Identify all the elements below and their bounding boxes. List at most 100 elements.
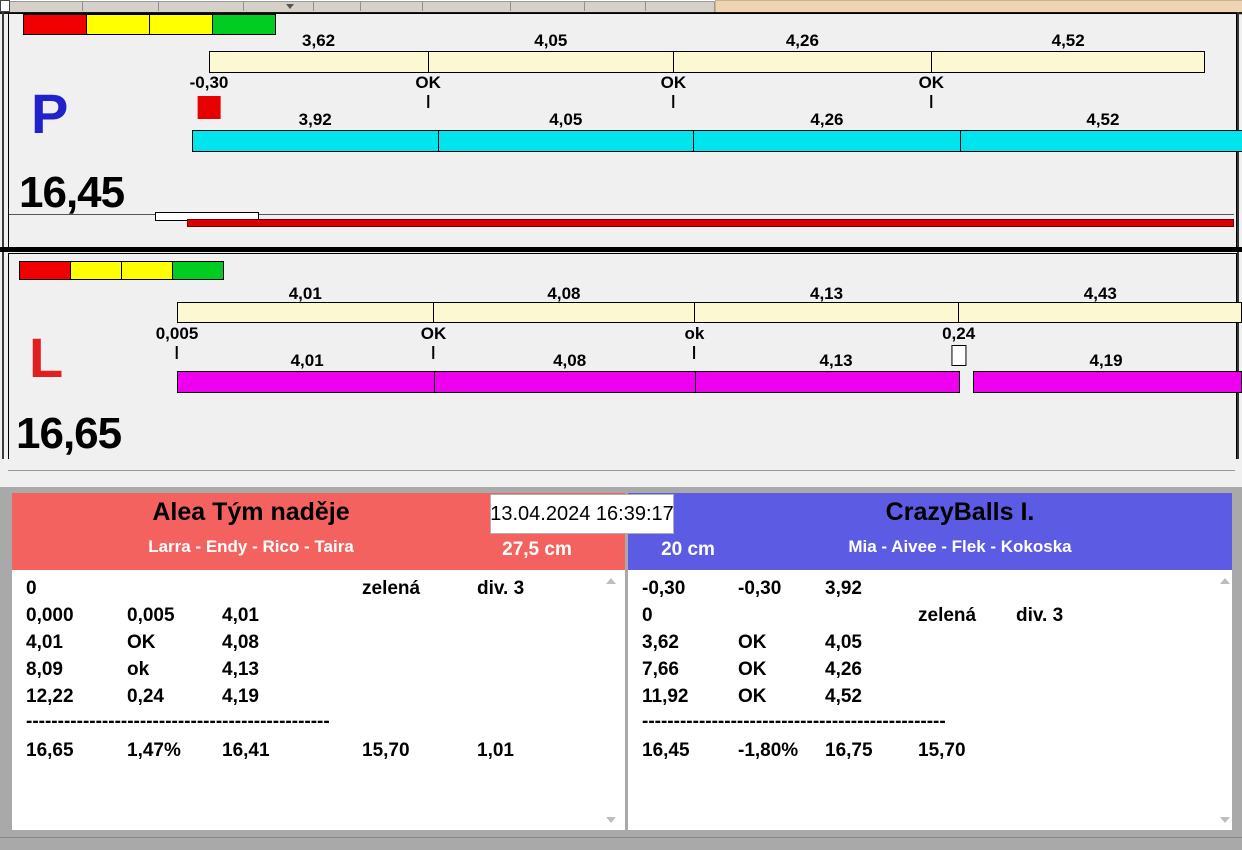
split-marker-text: OK	[918, 73, 945, 92]
result-cell: 3,92	[825, 578, 862, 599]
lane-total-time: 16,65	[16, 409, 122, 458]
split-marker: ok	[684, 324, 705, 359]
result-cell: 4,13	[222, 659, 259, 680]
lower-time-bar	[192, 130, 1242, 152]
time-bar-segment	[957, 302, 1242, 323]
result-cell: 12,22	[26, 686, 74, 707]
status-color-block	[149, 14, 213, 35]
result-cell: 4,19	[222, 686, 259, 707]
window-corner-box	[0, 0, 10, 12]
summary-row: 16,45 -1,80% 16,75 15,70	[628, 738, 1232, 765]
tick-mark	[427, 95, 430, 108]
result-cell: div. 3	[1016, 605, 1064, 626]
upper-bar-labels: 3,62 4,05 4,26 4,52	[209, 31, 1205, 50]
split-marker-text: ok	[684, 324, 705, 343]
result-cell: 4,26	[825, 659, 862, 680]
results-text-left[interactable]: 0 zelená div. 3 0,000 0,005 4,01 4,01 OK 4,08 8,0…	[12, 570, 625, 830]
result-cell: 0,005	[127, 605, 175, 626]
toolbar-divider	[645, 1, 646, 11]
split-marker-row: 0,005 OK ok 0,24	[156, 324, 1242, 370]
segment-time-label: 4,08	[553, 351, 587, 370]
scrollbar-up-icon[interactable]	[1220, 578, 1230, 584]
result-cell: 1,01	[477, 740, 514, 761]
upper-time-bar	[209, 51, 1205, 73]
segment-time-label: 4,01	[288, 284, 322, 303]
result-row: -0,30 -0,30 3,92	[628, 576, 1232, 603]
team-name-left: Alea Tým naděje	[152, 498, 350, 526]
split-marker-text: OK	[660, 73, 687, 92]
result-cell: 16,75	[825, 740, 873, 761]
time-bar-segment	[177, 302, 435, 323]
datetime-box: 13.04.2024 16:39:17	[490, 494, 674, 534]
team-members-right: Mia - Aivee - Flek - Kokoska	[848, 537, 1072, 556]
time-bar-segment	[438, 130, 694, 152]
scoreboard: Alea Tým naděje Larra - Endy - Rico - Ta…	[0, 459, 1242, 850]
tick-mark	[175, 346, 178, 359]
result-cell: -0,30	[642, 578, 686, 599]
window-frame-right	[1237, 12, 1239, 460]
status-color-strip	[19, 261, 224, 280]
result-cell: 1,47%	[127, 740, 181, 761]
time-bar-segment	[694, 302, 959, 323]
time-bar-segment	[428, 51, 675, 73]
split-marker: OK	[421, 324, 446, 359]
result-cell: 16,45	[642, 740, 690, 761]
status-color-block	[212, 14, 276, 35]
white-box-marker-icon	[951, 345, 967, 366]
split-marker-text: 0,005	[155, 324, 199, 343]
divider-dashes: ----------------------------------------…	[26, 711, 330, 732]
toolbar-divider	[82, 1, 83, 11]
tick-mark	[672, 95, 675, 108]
split-marker-text: 0,24	[942, 324, 976, 343]
result-cell: 11,92	[642, 686, 689, 707]
result-cell: OK	[738, 659, 767, 680]
scrollbar-down-icon[interactable]	[1220, 817, 1230, 823]
lower-bar-labels: 3,92 4,05 4,26 4,52	[192, 110, 1242, 129]
status-color-strip	[23, 14, 276, 35]
result-cell: 16,41	[222, 740, 270, 761]
result-row: 4,01 OK 4,08	[12, 630, 625, 657]
status-color-block	[23, 14, 87, 35]
segment-time-label: 4,13	[819, 351, 853, 370]
dropdown-caret-icon[interactable]	[286, 4, 294, 9]
tick-mark	[693, 346, 696, 359]
result-cell: ok	[127, 659, 150, 680]
time-bar-segment	[433, 302, 696, 323]
time-bar-segment	[972, 371, 1242, 393]
results-text-right[interactable]: -0,30 -0,30 3,92 0 zelená div. 3 3,62 OK 4,05 7,6…	[628, 570, 1232, 830]
scrollbar-up-icon[interactable]	[606, 578, 616, 584]
result-cell: 0	[26, 578, 37, 599]
team-name-right: CrazyBalls I.	[885, 498, 1035, 526]
bottom-band-line	[0, 837, 1242, 838]
result-cell: div. 3	[477, 578, 525, 599]
lane-divider-bar	[0, 247, 1242, 252]
team-header-right: CrazyBalls I. Mia - Aivee - Flek - Kokos…	[628, 493, 1232, 570]
segment-time-label: 4,52	[1086, 110, 1120, 129]
segment-time-label: 4,26	[785, 31, 819, 50]
result-row: 12,22 0,24 4,19	[12, 684, 625, 711]
upper-bar-labels: 4,01 4,08 4,13 4,43	[177, 284, 1242, 303]
scrollbar-down-icon[interactable]	[606, 817, 616, 823]
status-color-block	[86, 14, 150, 35]
result-cell: OK	[127, 632, 156, 653]
progress-bar-red	[187, 219, 1234, 227]
split-marker: -0,30	[190, 73, 228, 119]
segment-time-label: 4,13	[810, 284, 844, 303]
tick-mark	[930, 95, 933, 108]
progress-track-line	[9, 214, 1234, 215]
scoreboard-top-strip	[0, 459, 1242, 487]
panel-bottom-line	[8, 470, 1235, 471]
toolbar-divider	[243, 1, 244, 11]
segment-time-label: 4,43	[1083, 284, 1117, 303]
time-bar-segment	[177, 371, 435, 393]
split-marker: OK	[415, 73, 441, 108]
divider-dashes: ----------------------------------------…	[642, 711, 946, 732]
result-row: 11,92 OK 4,52	[628, 684, 1232, 711]
result-row: 0 zelená div. 3	[12, 576, 625, 603]
result-cell: -0,30	[738, 578, 782, 599]
segment-time-label: 4,52	[1051, 31, 1085, 50]
result-row: 8,09 ok 4,13	[12, 657, 625, 684]
result-cell: 15,70	[918, 740, 966, 761]
result-row: 0 zelená div. 3	[628, 603, 1232, 630]
result-cell: OK	[738, 686, 767, 707]
